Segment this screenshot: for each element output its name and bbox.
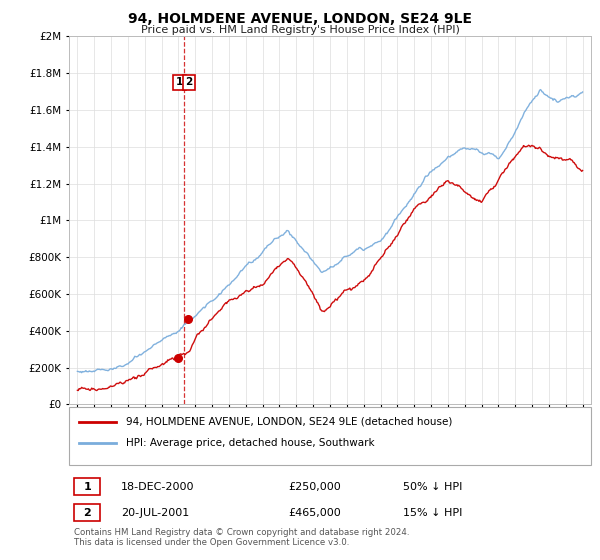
FancyBboxPatch shape [74, 504, 100, 521]
Text: 50% ↓ HPI: 50% ↓ HPI [403, 482, 463, 492]
Text: 2: 2 [185, 77, 193, 87]
FancyBboxPatch shape [69, 407, 591, 465]
Text: 18-DEC-2000: 18-DEC-2000 [121, 482, 194, 492]
Text: £250,000: £250,000 [288, 482, 341, 492]
Text: 1: 1 [176, 77, 183, 87]
Text: 15% ↓ HPI: 15% ↓ HPI [403, 508, 463, 517]
Text: 94, HOLMDENE AVENUE, LONDON, SE24 9LE (detached house): 94, HOLMDENE AVENUE, LONDON, SE24 9LE (d… [127, 417, 453, 427]
Text: 20-JUL-2001: 20-JUL-2001 [121, 508, 190, 517]
Text: £465,000: £465,000 [288, 508, 341, 517]
FancyBboxPatch shape [74, 478, 100, 496]
Text: Contains HM Land Registry data © Crown copyright and database right 2024.
This d: Contains HM Land Registry data © Crown c… [74, 528, 410, 547]
Text: Price paid vs. HM Land Registry's House Price Index (HPI): Price paid vs. HM Land Registry's House … [140, 25, 460, 35]
Text: 94, HOLMDENE AVENUE, LONDON, SE24 9LE: 94, HOLMDENE AVENUE, LONDON, SE24 9LE [128, 12, 472, 26]
Text: HPI: Average price, detached house, Southwark: HPI: Average price, detached house, Sout… [127, 438, 375, 449]
Text: 2: 2 [83, 508, 91, 517]
Text: 1: 1 [83, 482, 91, 492]
